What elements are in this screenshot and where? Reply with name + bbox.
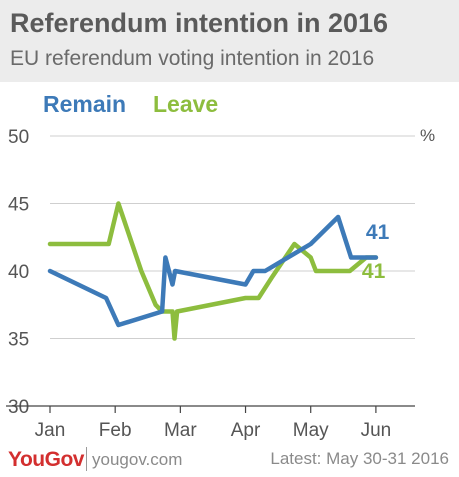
legend-layer: Remain Leave (43, 91, 218, 117)
x-tick-label-apr: Apr (231, 420, 261, 440)
series-line-remain (47, 214, 379, 328)
x-tick-label-jan: Jan (35, 420, 66, 440)
axis-layer: 30 35 40 45 50 % Jan Feb Mar Apr May Jun (6, 126, 435, 440)
latest-fieldwork-note: Latest: May 30-31 2016 (270, 449, 449, 468)
legend-remain: Remain (43, 91, 126, 117)
chart-title: Referendum intention in 2016 (10, 8, 389, 38)
line-chart: 30 35 40 45 50 % Jan Feb Mar Apr May Jun 41 41 Remai… (6, 91, 435, 440)
x-tick-label-jun: Jun (361, 420, 392, 440)
y-tick-label-35: 35 (8, 330, 29, 351)
end-label-leave: 41 (362, 260, 386, 283)
chart-subtitle: EU referendum voting intention in 2016 (10, 47, 375, 70)
y-unit-label: % (420, 126, 435, 145)
yougov-site-link[interactable]: yougov.com (92, 450, 183, 469)
y-tick-label-45: 45 (8, 195, 29, 216)
y-tick-label-30: 30 (8, 397, 29, 418)
x-tick-label-feb: Feb (99, 420, 132, 440)
legend-leave: Leave (153, 91, 218, 117)
y-tick-label-40: 40 (8, 262, 29, 283)
yougov-logo[interactable]: YouGov (8, 448, 84, 471)
x-tick-label-may: May (293, 420, 329, 440)
end-label-remain: 41 (366, 221, 390, 244)
y-tick-label-50: 50 (8, 127, 29, 148)
x-tick-label-mar: Mar (164, 420, 197, 440)
chart-header: Referendum intention in 2016 EU referend… (0, 0, 459, 82)
grid-layer (50, 135, 415, 339)
series-layer: 41 41 (47, 201, 390, 341)
footer-divider (86, 447, 87, 471)
series-line-leave (47, 201, 379, 341)
